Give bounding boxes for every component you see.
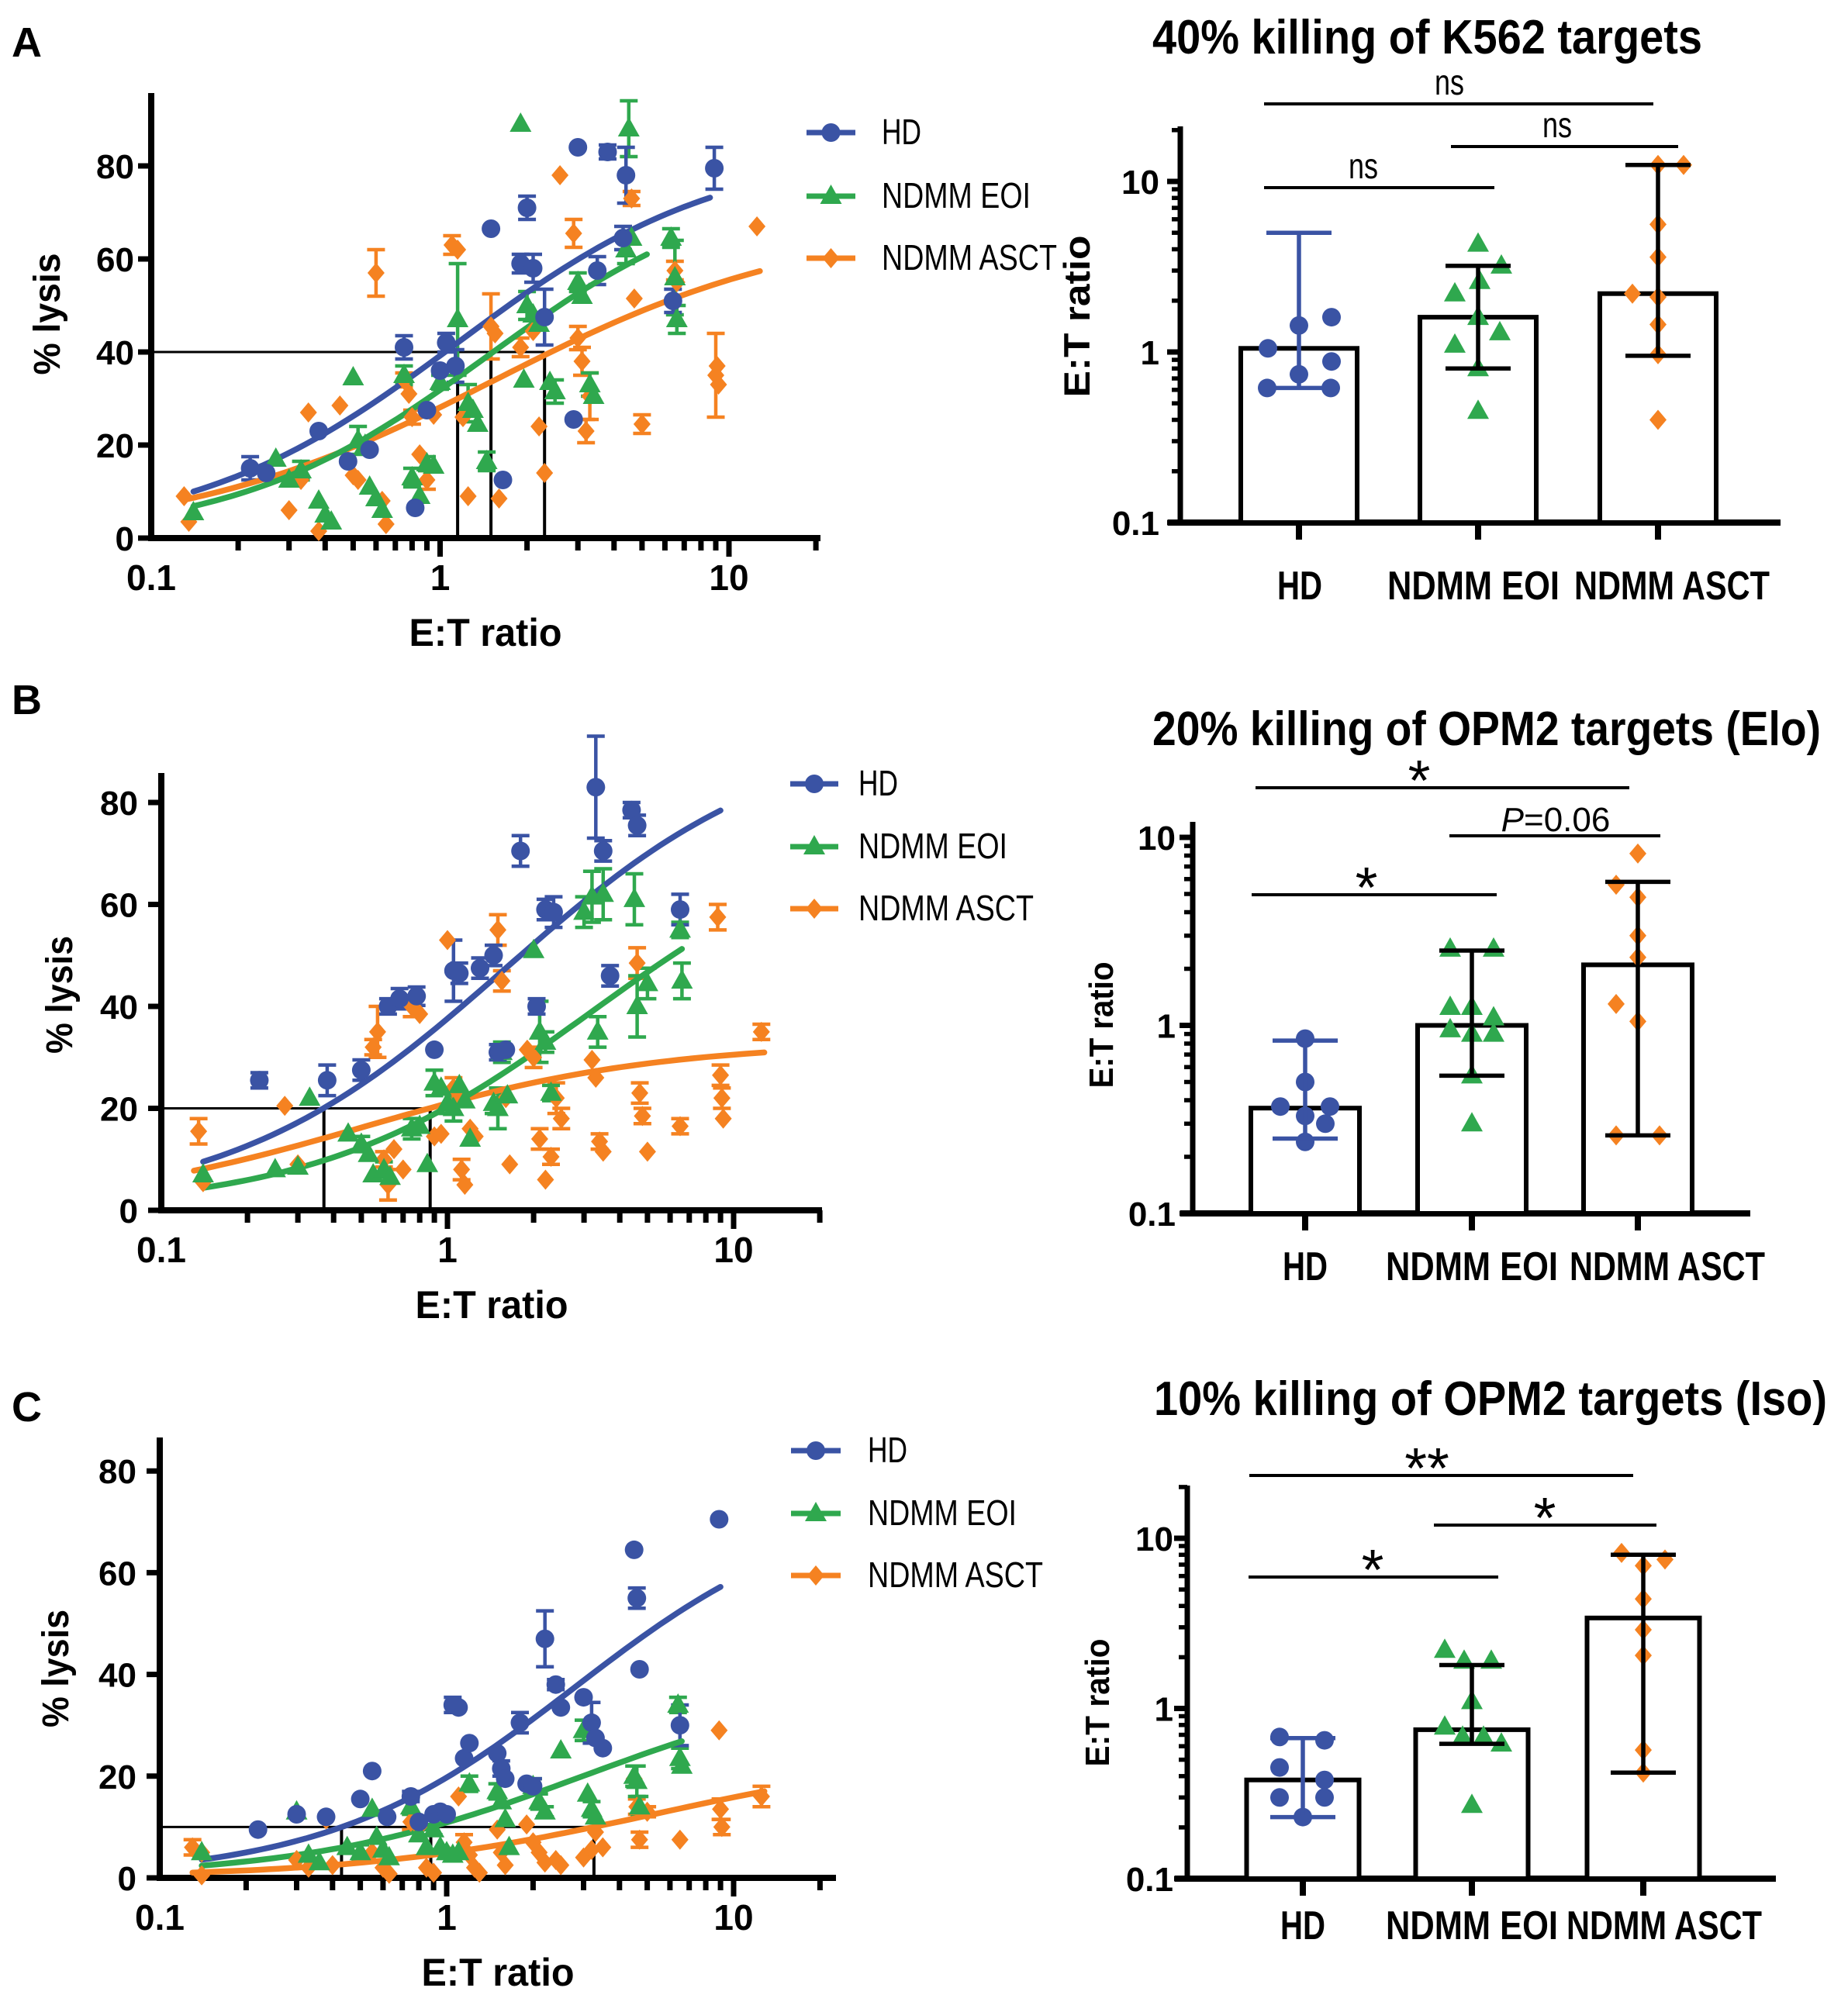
svg-text:60: 60 xyxy=(98,1555,136,1593)
svg-text:0.1: 0.1 xyxy=(126,557,176,598)
svg-text:0.1: 0.1 xyxy=(1112,505,1159,543)
svg-text:E:T ratio: E:T ratio xyxy=(422,1951,575,1994)
svg-text:1: 1 xyxy=(437,1230,458,1270)
svg-text:NDMM ASCT: NDMM ASCT xyxy=(868,1555,1043,1595)
svg-text:P=0.06: P=0.06 xyxy=(1501,801,1611,839)
svg-text:A: A xyxy=(12,19,42,66)
svg-text:% lysis: % lysis xyxy=(27,254,68,375)
svg-text:HD: HD xyxy=(868,1430,907,1470)
svg-text:HD: HD xyxy=(858,763,898,803)
svg-text:E:T ratio: E:T ratio xyxy=(1056,236,1097,398)
svg-text:0: 0 xyxy=(116,520,134,558)
svg-text:10: 10 xyxy=(713,1230,753,1270)
svg-text:NDMM ASCT: NDMM ASCT xyxy=(1570,1244,1765,1289)
svg-text:60: 60 xyxy=(100,887,138,925)
svg-text:NDMM EOI: NDMM EOI xyxy=(882,175,1031,216)
svg-text:1: 1 xyxy=(1155,1691,1173,1729)
svg-text:10: 10 xyxy=(1138,820,1176,858)
svg-text:0.1: 0.1 xyxy=(135,1897,185,1938)
svg-text:HD: HD xyxy=(1280,1903,1325,1948)
svg-text:10: 10 xyxy=(709,557,748,598)
svg-text:40: 40 xyxy=(100,989,138,1027)
svg-text:10: 10 xyxy=(1135,1520,1173,1558)
svg-text:0: 0 xyxy=(118,1860,136,1898)
svg-text:NDMM EOI: NDMM EOI xyxy=(1386,1244,1558,1289)
svg-text:**: ** xyxy=(1404,1436,1449,1500)
svg-text:NDMM EOI: NDMM EOI xyxy=(868,1493,1017,1533)
svg-text:HD: HD xyxy=(1283,1244,1328,1289)
svg-text:40: 40 xyxy=(96,334,134,372)
svg-text:ns: ns xyxy=(1349,146,1378,186)
svg-text:1: 1 xyxy=(430,557,451,598)
svg-text:HD: HD xyxy=(882,112,921,152)
svg-text:NDMM ASCT: NDMM ASCT xyxy=(882,237,1057,278)
svg-text:10% killing of OPM2 targets (I: 10% killing of OPM2 targets (Iso) xyxy=(1154,1372,1827,1426)
svg-text:E:T ratio: E:T ratio xyxy=(1083,962,1121,1089)
svg-text:NDMM ASCT: NDMM ASCT xyxy=(858,888,1034,928)
svg-text:*: * xyxy=(1356,855,1378,920)
svg-text:10: 10 xyxy=(713,1897,753,1938)
svg-text:40: 40 xyxy=(98,1657,136,1695)
svg-text:0: 0 xyxy=(119,1192,138,1230)
svg-text:1: 1 xyxy=(1157,1008,1176,1046)
svg-text:*: * xyxy=(1362,1537,1384,1602)
svg-text:1: 1 xyxy=(1141,334,1159,372)
svg-text:NDMM EOI: NDMM EOI xyxy=(1387,564,1560,609)
svg-text:1: 1 xyxy=(437,1897,457,1938)
svg-text:B: B xyxy=(12,677,42,723)
svg-text:E:T ratio: E:T ratio xyxy=(1079,1639,1117,1767)
svg-text:% lysis: % lysis xyxy=(36,1610,77,1727)
svg-text:E:T ratio: E:T ratio xyxy=(409,611,562,654)
svg-text:80: 80 xyxy=(98,1453,136,1491)
svg-text:ns: ns xyxy=(1542,105,1572,145)
svg-text:NDMM ASCT: NDMM ASCT xyxy=(1566,1903,1762,1948)
svg-text:20% killing of OPM2 targets (E: 20% killing of OPM2 targets (Elo) xyxy=(1152,702,1821,756)
svg-text:0.1: 0.1 xyxy=(1126,1861,1173,1899)
svg-text:% lysis: % lysis xyxy=(40,936,81,1054)
svg-text:E:T ratio: E:T ratio xyxy=(416,1283,568,1327)
svg-text:ns: ns xyxy=(1435,62,1464,102)
svg-text:C: C xyxy=(12,1384,42,1430)
svg-text:60: 60 xyxy=(96,241,134,279)
svg-text:NDMM EOI: NDMM EOI xyxy=(858,826,1007,866)
svg-text:10: 10 xyxy=(1121,164,1159,202)
svg-text:80: 80 xyxy=(96,148,134,186)
svg-text:0.1: 0.1 xyxy=(136,1230,186,1270)
svg-text:*: * xyxy=(1534,1486,1556,1550)
svg-text:NDMM EOI: NDMM EOI xyxy=(1386,1903,1558,1948)
svg-text:20: 20 xyxy=(98,1758,136,1796)
svg-text:20: 20 xyxy=(96,427,134,465)
svg-text:0.1: 0.1 xyxy=(1128,1196,1176,1234)
svg-text:HD: HD xyxy=(1277,564,1322,609)
svg-text:40% killing of K562 targets: 40% killing of K562 targets xyxy=(1152,11,1702,64)
svg-text:80: 80 xyxy=(100,785,138,823)
svg-text:NDMM ASCT: NDMM ASCT xyxy=(1574,564,1770,609)
svg-text:20: 20 xyxy=(100,1091,138,1129)
svg-text:*: * xyxy=(1408,748,1431,813)
